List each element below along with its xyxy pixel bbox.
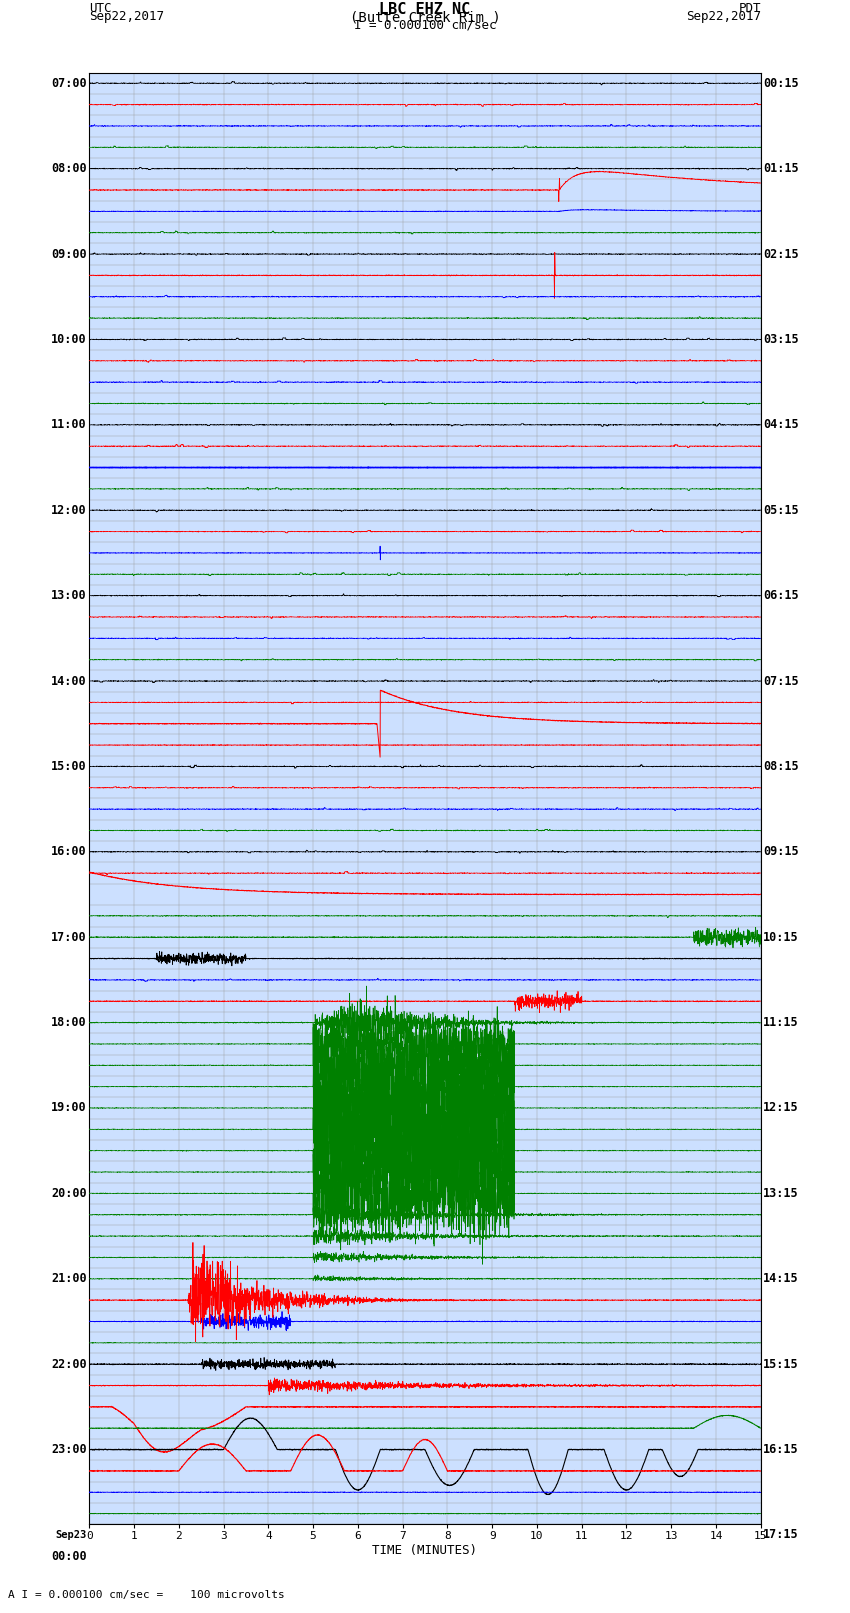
Text: 18:00: 18:00 xyxy=(51,1016,87,1029)
Text: Sep23: Sep23 xyxy=(55,1531,87,1540)
Text: 17:15: 17:15 xyxy=(763,1529,799,1542)
Text: 08:15: 08:15 xyxy=(763,760,799,773)
Text: A I = 0.000100 cm/sec =    100 microvolts: A I = 0.000100 cm/sec = 100 microvolts xyxy=(8,1590,286,1600)
Text: I = 0.000100 cm/sec: I = 0.000100 cm/sec xyxy=(354,18,496,32)
Text: 00:15: 00:15 xyxy=(763,77,799,90)
Text: UTC: UTC xyxy=(89,3,111,16)
Text: 09:15: 09:15 xyxy=(763,845,799,858)
Text: 00:00: 00:00 xyxy=(51,1550,87,1563)
Text: 13:00: 13:00 xyxy=(51,589,87,602)
Text: (Butte Creek Rim ): (Butte Creek Rim ) xyxy=(349,11,501,24)
Text: 20:00: 20:00 xyxy=(51,1187,87,1200)
Text: 16:15: 16:15 xyxy=(763,1444,799,1457)
Text: 14:15: 14:15 xyxy=(763,1273,799,1286)
Text: 16:00: 16:00 xyxy=(51,845,87,858)
Text: 04:15: 04:15 xyxy=(763,418,799,431)
Text: Sep22,2017: Sep22,2017 xyxy=(686,11,761,24)
Text: LBC EHZ NC: LBC EHZ NC xyxy=(379,3,471,18)
Text: 13:15: 13:15 xyxy=(763,1187,799,1200)
Text: 11:00: 11:00 xyxy=(51,418,87,431)
Text: 21:00: 21:00 xyxy=(51,1273,87,1286)
Text: 19:00: 19:00 xyxy=(51,1102,87,1115)
Text: 15:15: 15:15 xyxy=(763,1358,799,1371)
Text: 07:15: 07:15 xyxy=(763,674,799,687)
X-axis label: TIME (MINUTES): TIME (MINUTES) xyxy=(372,1544,478,1557)
Text: 09:00: 09:00 xyxy=(51,247,87,261)
Text: 07:00: 07:00 xyxy=(51,77,87,90)
Text: 15:00: 15:00 xyxy=(51,760,87,773)
Text: 14:00: 14:00 xyxy=(51,674,87,687)
Text: 01:15: 01:15 xyxy=(763,163,799,176)
Text: 05:15: 05:15 xyxy=(763,503,799,516)
Text: 12:00: 12:00 xyxy=(51,503,87,516)
Text: 11:15: 11:15 xyxy=(763,1016,799,1029)
Text: 06:15: 06:15 xyxy=(763,589,799,602)
Text: 03:15: 03:15 xyxy=(763,332,799,345)
Text: 23:00: 23:00 xyxy=(51,1444,87,1457)
Text: 10:15: 10:15 xyxy=(763,931,799,944)
Text: PDT: PDT xyxy=(739,3,761,16)
Text: 22:00: 22:00 xyxy=(51,1358,87,1371)
Text: 08:00: 08:00 xyxy=(51,163,87,176)
Text: 10:00: 10:00 xyxy=(51,332,87,345)
Text: Sep22,2017: Sep22,2017 xyxy=(89,11,164,24)
Text: 17:00: 17:00 xyxy=(51,931,87,944)
Text: 02:15: 02:15 xyxy=(763,247,799,261)
Text: 12:15: 12:15 xyxy=(763,1102,799,1115)
